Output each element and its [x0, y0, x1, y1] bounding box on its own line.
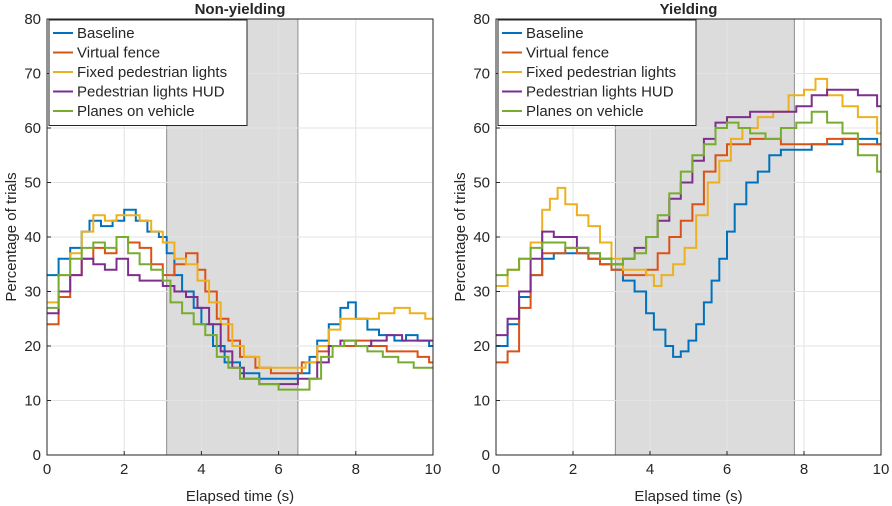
- y-tick-label: 0: [33, 447, 41, 464]
- x-tick-label: 0: [43, 461, 51, 478]
- legend-label: Planes on vehicle: [526, 103, 644, 120]
- chart-title: Non-yielding: [195, 1, 286, 18]
- legend-label: Fixed pedestrian lights: [77, 64, 227, 81]
- legend-label: Pedestrian lights HUD: [526, 84, 674, 101]
- x-tick-label: 4: [646, 461, 654, 478]
- y-tick-label: 50: [473, 175, 490, 192]
- y-tick-label: 50: [24, 175, 41, 192]
- legend-label: Planes on vehicle: [77, 103, 195, 120]
- chart-title: Yielding: [660, 1, 718, 18]
- y-tick-label: 40: [24, 229, 41, 246]
- y-tick-label: 70: [24, 66, 41, 83]
- series-line-fixed-pedestrian-lights: [496, 77, 881, 287]
- x-tick-label: 6: [723, 461, 731, 478]
- y-tick-label: 0: [482, 447, 490, 464]
- legend-box: [497, 19, 697, 126]
- series-line-virtual-fence: [47, 236, 433, 375]
- series-line-planes-on-vehicle: [496, 110, 881, 277]
- series-line-planes-on-vehicle: [47, 236, 433, 391]
- y-tick-label: 10: [473, 393, 490, 410]
- legend-box: [48, 19, 248, 126]
- y-tick-label: 20: [473, 338, 490, 355]
- legend-label: Baseline: [77, 25, 135, 42]
- x-tick-label: 2: [569, 461, 577, 478]
- x-tick-label: 8: [800, 461, 808, 478]
- x-tick-label: 4: [197, 461, 205, 478]
- y-axis-label: Percentage of trials: [3, 172, 20, 301]
- x-tick-label: 6: [274, 461, 282, 478]
- y-tick-label: 80: [24, 11, 41, 28]
- legend: Baseline Virtual fence Fixed pedestrian li…: [48, 19, 248, 126]
- y-tick-label: 70: [473, 66, 490, 83]
- legend-label: Fixed pedestrian lights: [526, 64, 676, 81]
- x-tick-label: 10: [873, 461, 890, 478]
- y-tick-label: 30: [24, 284, 41, 301]
- legend-label: Pedestrian lights HUD: [77, 84, 225, 101]
- series-line-fixed-pedestrian-lights: [47, 214, 433, 369]
- legend-label: Virtual fence: [526, 45, 609, 62]
- y-tick-label: 60: [24, 120, 41, 137]
- x-tick-label: 8: [352, 461, 360, 478]
- x-tick-label: 10: [425, 461, 442, 478]
- legend-label: Baseline: [526, 25, 584, 42]
- y-axis-label: Percentage of trials: [452, 172, 469, 301]
- series-line-virtual-fence: [496, 137, 881, 364]
- y-tick-label: 80: [473, 11, 490, 28]
- y-tick-label: 20: [24, 338, 41, 355]
- chart-panel-2: 0 2 4 6 8 10 0 10 20 30 40 50 60 70 80 Yielding Elapsed …: [452, 1, 889, 505]
- series-line-baseline: [47, 208, 433, 380]
- x-tick-label: 0: [492, 461, 500, 478]
- y-tick-label: 10: [24, 393, 41, 410]
- y-tick-label: 60: [473, 120, 490, 137]
- x-axis-label: Elapsed time (s): [634, 488, 742, 505]
- legend: Baseline Virtual fence Fixed pedestrian li…: [497, 19, 697, 126]
- legend-label: Virtual fence: [77, 45, 160, 62]
- chart-panel-1: 0 2 4 6 8 10 0 10 20 30 40 50 60 70 80 Non-yielding Elap…: [3, 1, 441, 505]
- y-tick-label: 30: [473, 284, 490, 301]
- x-axis-label: Elapsed time (s): [186, 488, 294, 505]
- series-line-pedestrian-lights-hud: [496, 88, 881, 337]
- x-tick-label: 2: [120, 461, 128, 478]
- y-tick-label: 40: [473, 229, 490, 246]
